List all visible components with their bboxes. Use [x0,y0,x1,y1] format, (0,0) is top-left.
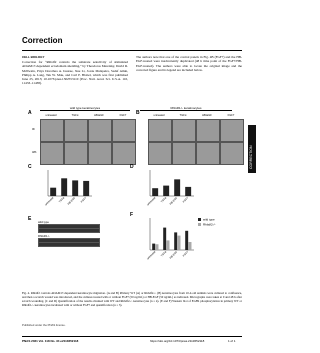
micrograph [220,119,244,142]
condition-label: untreated [153,114,165,117]
legend-swatch [198,223,201,226]
x-tick-label: HB-EGF [66,196,76,206]
panel-letter: A [28,110,32,116]
bar [155,244,159,250]
pages: 1 of 1 [228,339,236,343]
legend-label: wild type [203,218,215,222]
micrograph [172,119,196,142]
micrograph [148,119,172,142]
bar [152,188,159,196]
bar [152,243,156,250]
citation: PNAS 2021 Vol. 118 No. 34 e2113652118 [22,339,79,343]
x-tick-label: TGFα [160,196,168,204]
bar [185,186,192,196]
bar [174,179,181,196]
micrograph [196,119,220,142]
micrograph [40,119,64,142]
bar [174,232,178,250]
micrograph [196,142,220,165]
bar [61,178,68,196]
body-left: Correction for “Rhbdf2 controls the subs… [22,60,128,86]
blot-label: wild type [38,220,49,224]
body-right: The authors note that one of the control… [136,55,242,72]
panel-letter: D [130,164,134,170]
row-label: 0h [32,128,35,131]
condition-label: FGF7 [119,114,127,117]
bar [166,240,170,250]
page: Correction CELL BIOLOGY Correction for “… [22,36,256,343]
blot [38,242,100,247]
micrograph [220,142,244,165]
doi: https://doi.org/10.1073/pnas.2113652118 [150,339,205,343]
bar [72,180,79,196]
condition-label: TGFα [71,114,79,117]
micrograph [64,119,88,142]
micrograph [88,142,112,165]
legend-label: Rhbdf2-/- [203,223,216,227]
bar [163,227,167,250]
bar-chart: untreated TGFα HB-EGF FGF7 wild typeRhbdf2-/… [146,218,216,261]
micrograph [112,119,136,142]
micrograph [40,142,64,165]
micrograph [112,142,136,165]
side-tab: CORRECTION [248,125,256,173]
bar [83,180,90,196]
rule [22,50,242,51]
bar [185,230,189,250]
bar [188,242,192,250]
panel-letter: B [136,110,140,116]
notice: Published under the PNAS license. [22,323,66,327]
x-tick-label: HB-EGF [168,250,178,260]
group-label: Rhbdf2-/- keratinocytes [140,106,232,111]
x-tick-label: FGF7 [182,249,190,257]
micrograph [88,119,112,142]
figure: wild type keratinocytes Rhbdf2-/- keratin… [22,104,244,290]
x-tick-label: FGF7 [80,195,88,203]
condition-label: TGFα [179,114,187,117]
x-tick-label: HB-EGF [168,196,178,206]
bar [50,187,57,196]
x-tick-label: untreated [146,195,157,206]
micrograph [172,142,196,165]
blot-label: Rhbdf2-/- [38,234,50,238]
blot [38,228,100,233]
x-tick-label: FGF7 [182,195,190,203]
x-tick-label: TGFα [160,250,168,258]
condition-label: HB-EGF [94,114,104,117]
panel-letter: C [28,164,32,170]
group-label: wild type keratinocytes [40,106,130,111]
caption: Fig. 4. Rhbdf2 controls ADAM17-dependent… [22,291,242,307]
panel-letter: F [130,212,134,218]
condition-label: untreated [45,114,57,117]
legend-swatch [198,218,201,221]
condition-label: FGF7 [227,114,235,117]
micrograph [148,142,172,165]
x-tick-label: TGFα [58,196,66,204]
x-tick-label: untreated [146,249,157,260]
section: CELL BIOLOGY [22,55,45,59]
row-label: 48h [32,151,37,154]
panel-letter: E [28,216,32,222]
bar [177,235,181,250]
micrograph [64,142,88,165]
bar-chart: untreated TGFα HB-EGF FGF7 [44,170,92,206]
x-tick-label: untreated [44,195,55,206]
tab-text: CORRECTION [249,145,253,169]
condition-label: HB-EGF [202,114,212,117]
bar-chart: untreated TGFα HB-EGF FGF7 [146,170,194,206]
title: Correction [22,36,63,45]
bar [163,185,170,196]
